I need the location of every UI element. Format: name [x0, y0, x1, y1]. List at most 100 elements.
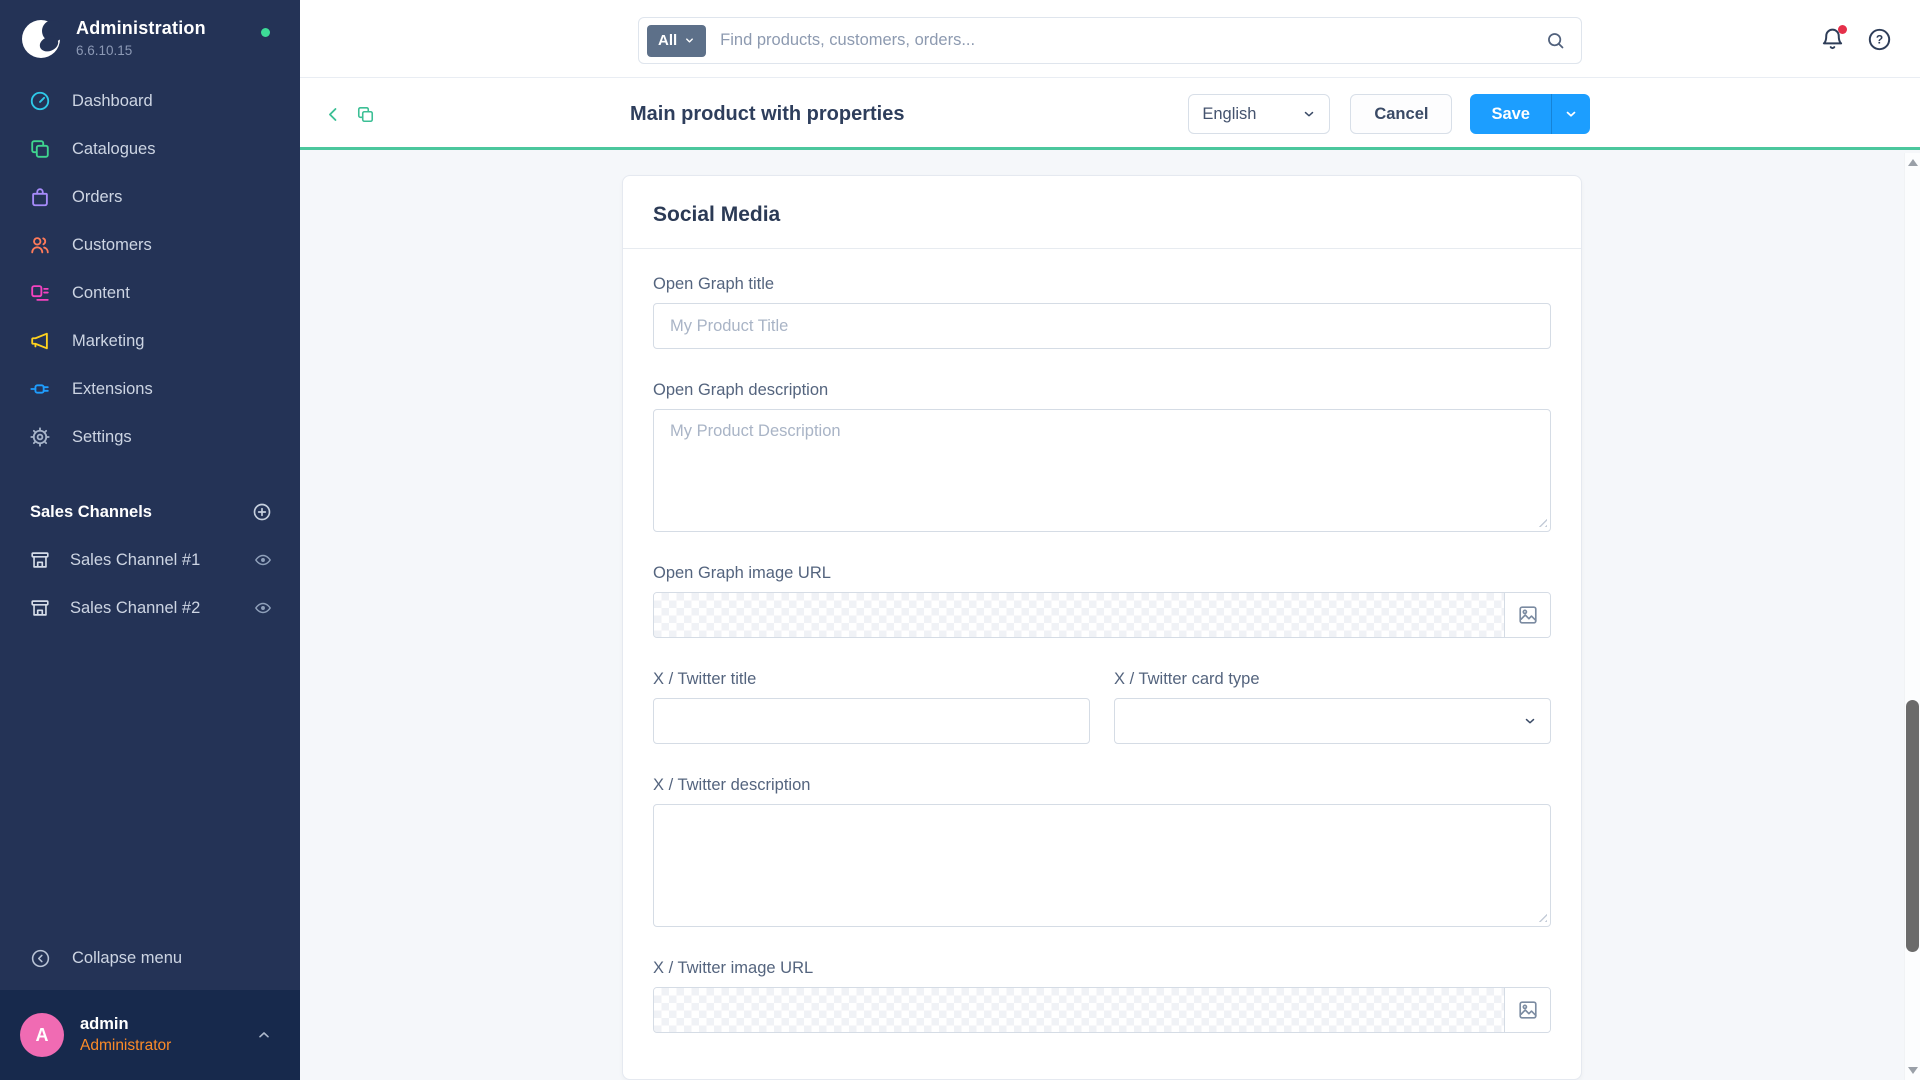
og-image-url-input[interactable]: [653, 592, 1551, 638]
search-icon[interactable]: [1545, 30, 1566, 51]
page-title: Main product with properties: [630, 102, 905, 125]
sidebar-item-label: Customers: [72, 235, 152, 254]
og-title-input[interactable]: [653, 303, 1551, 349]
chevron-down-icon: [1305, 111, 1314, 117]
sidebar-item-label: Orders: [72, 187, 123, 206]
sidebar-item-settings[interactable]: Settings: [0, 413, 300, 461]
chevron-down-icon: [686, 38, 694, 43]
sidebar-item-dashboard[interactable]: Dashboard: [0, 77, 300, 125]
vertical-scrollbar[interactable]: [1904, 153, 1920, 1080]
plug-icon: [28, 378, 52, 400]
og-title-field: Open Graph title: [653, 275, 1551, 349]
question-circle-icon: ?: [1868, 28, 1891, 50]
content-scroll-area: Social Media Open Graph title Open Graph…: [300, 153, 1904, 1080]
og-image-url-field: Open Graph image URL: [653, 564, 1551, 638]
back-button[interactable]: [324, 105, 343, 124]
topbar-actions: ?: [1820, 0, 1892, 78]
tw-card-type-label: X / Twitter card type: [1114, 670, 1260, 688]
search-input[interactable]: [706, 31, 1545, 50]
cms-layout-icon: [28, 282, 52, 304]
transparency-checker-background: [654, 988, 1504, 1032]
sidebar-item-marketing[interactable]: Marketing: [0, 317, 300, 365]
sidebar-item-label: Catalogues: [72, 139, 156, 158]
eye-icon[interactable]: [254, 599, 272, 617]
save-options-button[interactable]: [1551, 94, 1590, 134]
app-title: Administration: [76, 18, 206, 38]
scroll-up-arrow[interactable]: [1908, 159, 1918, 166]
collapse-menu-button[interactable]: Collapse menu: [0, 934, 300, 982]
gear-icon: [28, 426, 52, 448]
sidebar-item-content[interactable]: Content: [0, 269, 300, 317]
main-area: All: [300, 0, 1920, 1080]
help-button[interactable]: ?: [1867, 27, 1892, 52]
tw-image-url-input[interactable]: [653, 987, 1551, 1033]
app-title-block: Administration 6.6.10.15: [76, 18, 206, 58]
language-select[interactable]: English: [1188, 94, 1331, 134]
save-button[interactable]: Save: [1470, 94, 1551, 134]
megaphone-icon: [28, 330, 52, 352]
chevron-left-circle-icon: [28, 948, 52, 969]
avatar: A: [20, 1013, 64, 1057]
user-meta: admin Administrator: [80, 1015, 171, 1055]
sidebar-item-extensions[interactable]: Extensions: [0, 365, 300, 413]
gauge-icon: [28, 90, 52, 112]
tw-image-url-field: X / Twitter image URL: [653, 959, 1551, 1033]
search-scope-button[interactable]: All: [647, 24, 707, 57]
og-description-label: Open Graph description: [653, 381, 829, 399]
add-sales-channel-button[interactable]: [252, 502, 272, 522]
twitter-row: X / Twitter title X / Twitter card type: [653, 670, 1551, 744]
sidebar-item-customers[interactable]: Customers: [0, 221, 300, 269]
tw-image-url-label: X / Twitter image URL: [653, 959, 814, 977]
sidebar-item-label: Settings: [72, 427, 132, 446]
chevron-up-icon: [256, 1027, 272, 1043]
tw-description-label: X / Twitter description: [653, 776, 811, 794]
og-image-picker-button[interactable]: [1504, 593, 1550, 637]
duplicate-button[interactable]: [356, 105, 375, 124]
topbar: All: [300, 0, 1920, 78]
user-menu[interactable]: A admin Administrator: [0, 990, 300, 1080]
tw-image-picker-button[interactable]: [1504, 988, 1550, 1032]
social-media-card: Social Media Open Graph title Open Graph…: [622, 175, 1582, 1080]
cancel-button[interactable]: Cancel: [1350, 94, 1453, 134]
scroll-down-arrow[interactable]: [1908, 1067, 1918, 1074]
tw-title-input[interactable]: [653, 698, 1090, 744]
stacked-boxes-icon: [28, 138, 52, 160]
sidebar-item-label: Content: [72, 283, 130, 302]
tw-description-textarea[interactable]: [653, 804, 1551, 927]
smartbar-inner: Main product with properties English Can…: [630, 78, 1590, 150]
tw-title-label: X / Twitter title: [653, 670, 757, 688]
svg-text:?: ?: [1876, 32, 1883, 46]
sidebar-item-sales-channel-2[interactable]: Sales Channel #2: [0, 584, 300, 632]
copy-icon: [357, 106, 374, 122]
storefront-icon: [28, 549, 52, 571]
global-search: All: [638, 17, 1582, 64]
card-title: Social Media: [653, 203, 781, 226]
sidebar-nav: Dashboard Catalogues Ord: [0, 77, 300, 461]
card-body: Open Graph title Open Graph description …: [623, 249, 1581, 1079]
sales-channels-title: Sales Channels: [30, 502, 152, 521]
save-split-button: Save: [1470, 94, 1590, 134]
og-title-label: Open Graph title: [653, 275, 775, 293]
chevron-down-icon: [1566, 111, 1576, 117]
sidebar-item-catalogues[interactable]: Catalogues: [0, 125, 300, 173]
og-description-textarea[interactable]: [653, 409, 1551, 532]
sidebar-item-sales-channel-1[interactable]: Sales Channel #1: [0, 536, 300, 584]
eye-icon[interactable]: [254, 551, 272, 569]
notifications-button[interactable]: [1820, 24, 1847, 52]
sidebar-item-orders[interactable]: Orders: [0, 173, 300, 221]
tw-title-field: X / Twitter title: [653, 670, 1090, 744]
user-name: admin: [80, 1015, 129, 1033]
collapse-menu-label: Collapse menu: [72, 948, 183, 967]
scrollbar-thumb[interactable]: [1906, 700, 1919, 952]
shopping-bag-icon: [28, 186, 52, 208]
sidebar-header: Administration 6.6.10.15: [0, 0, 300, 60]
image-icon: [1518, 1001, 1537, 1019]
sidebar-item-label: Extensions: [72, 379, 153, 398]
language-select-value: English: [1202, 104, 1257, 123]
image-icon: [1518, 606, 1537, 624]
sidebar-item-label: Dashboard: [72, 91, 153, 110]
tw-card-type-select[interactable]: [1114, 698, 1551, 744]
sales-channels-header: Sales Channels: [0, 488, 300, 536]
og-description-field: Open Graph description: [653, 381, 1551, 532]
